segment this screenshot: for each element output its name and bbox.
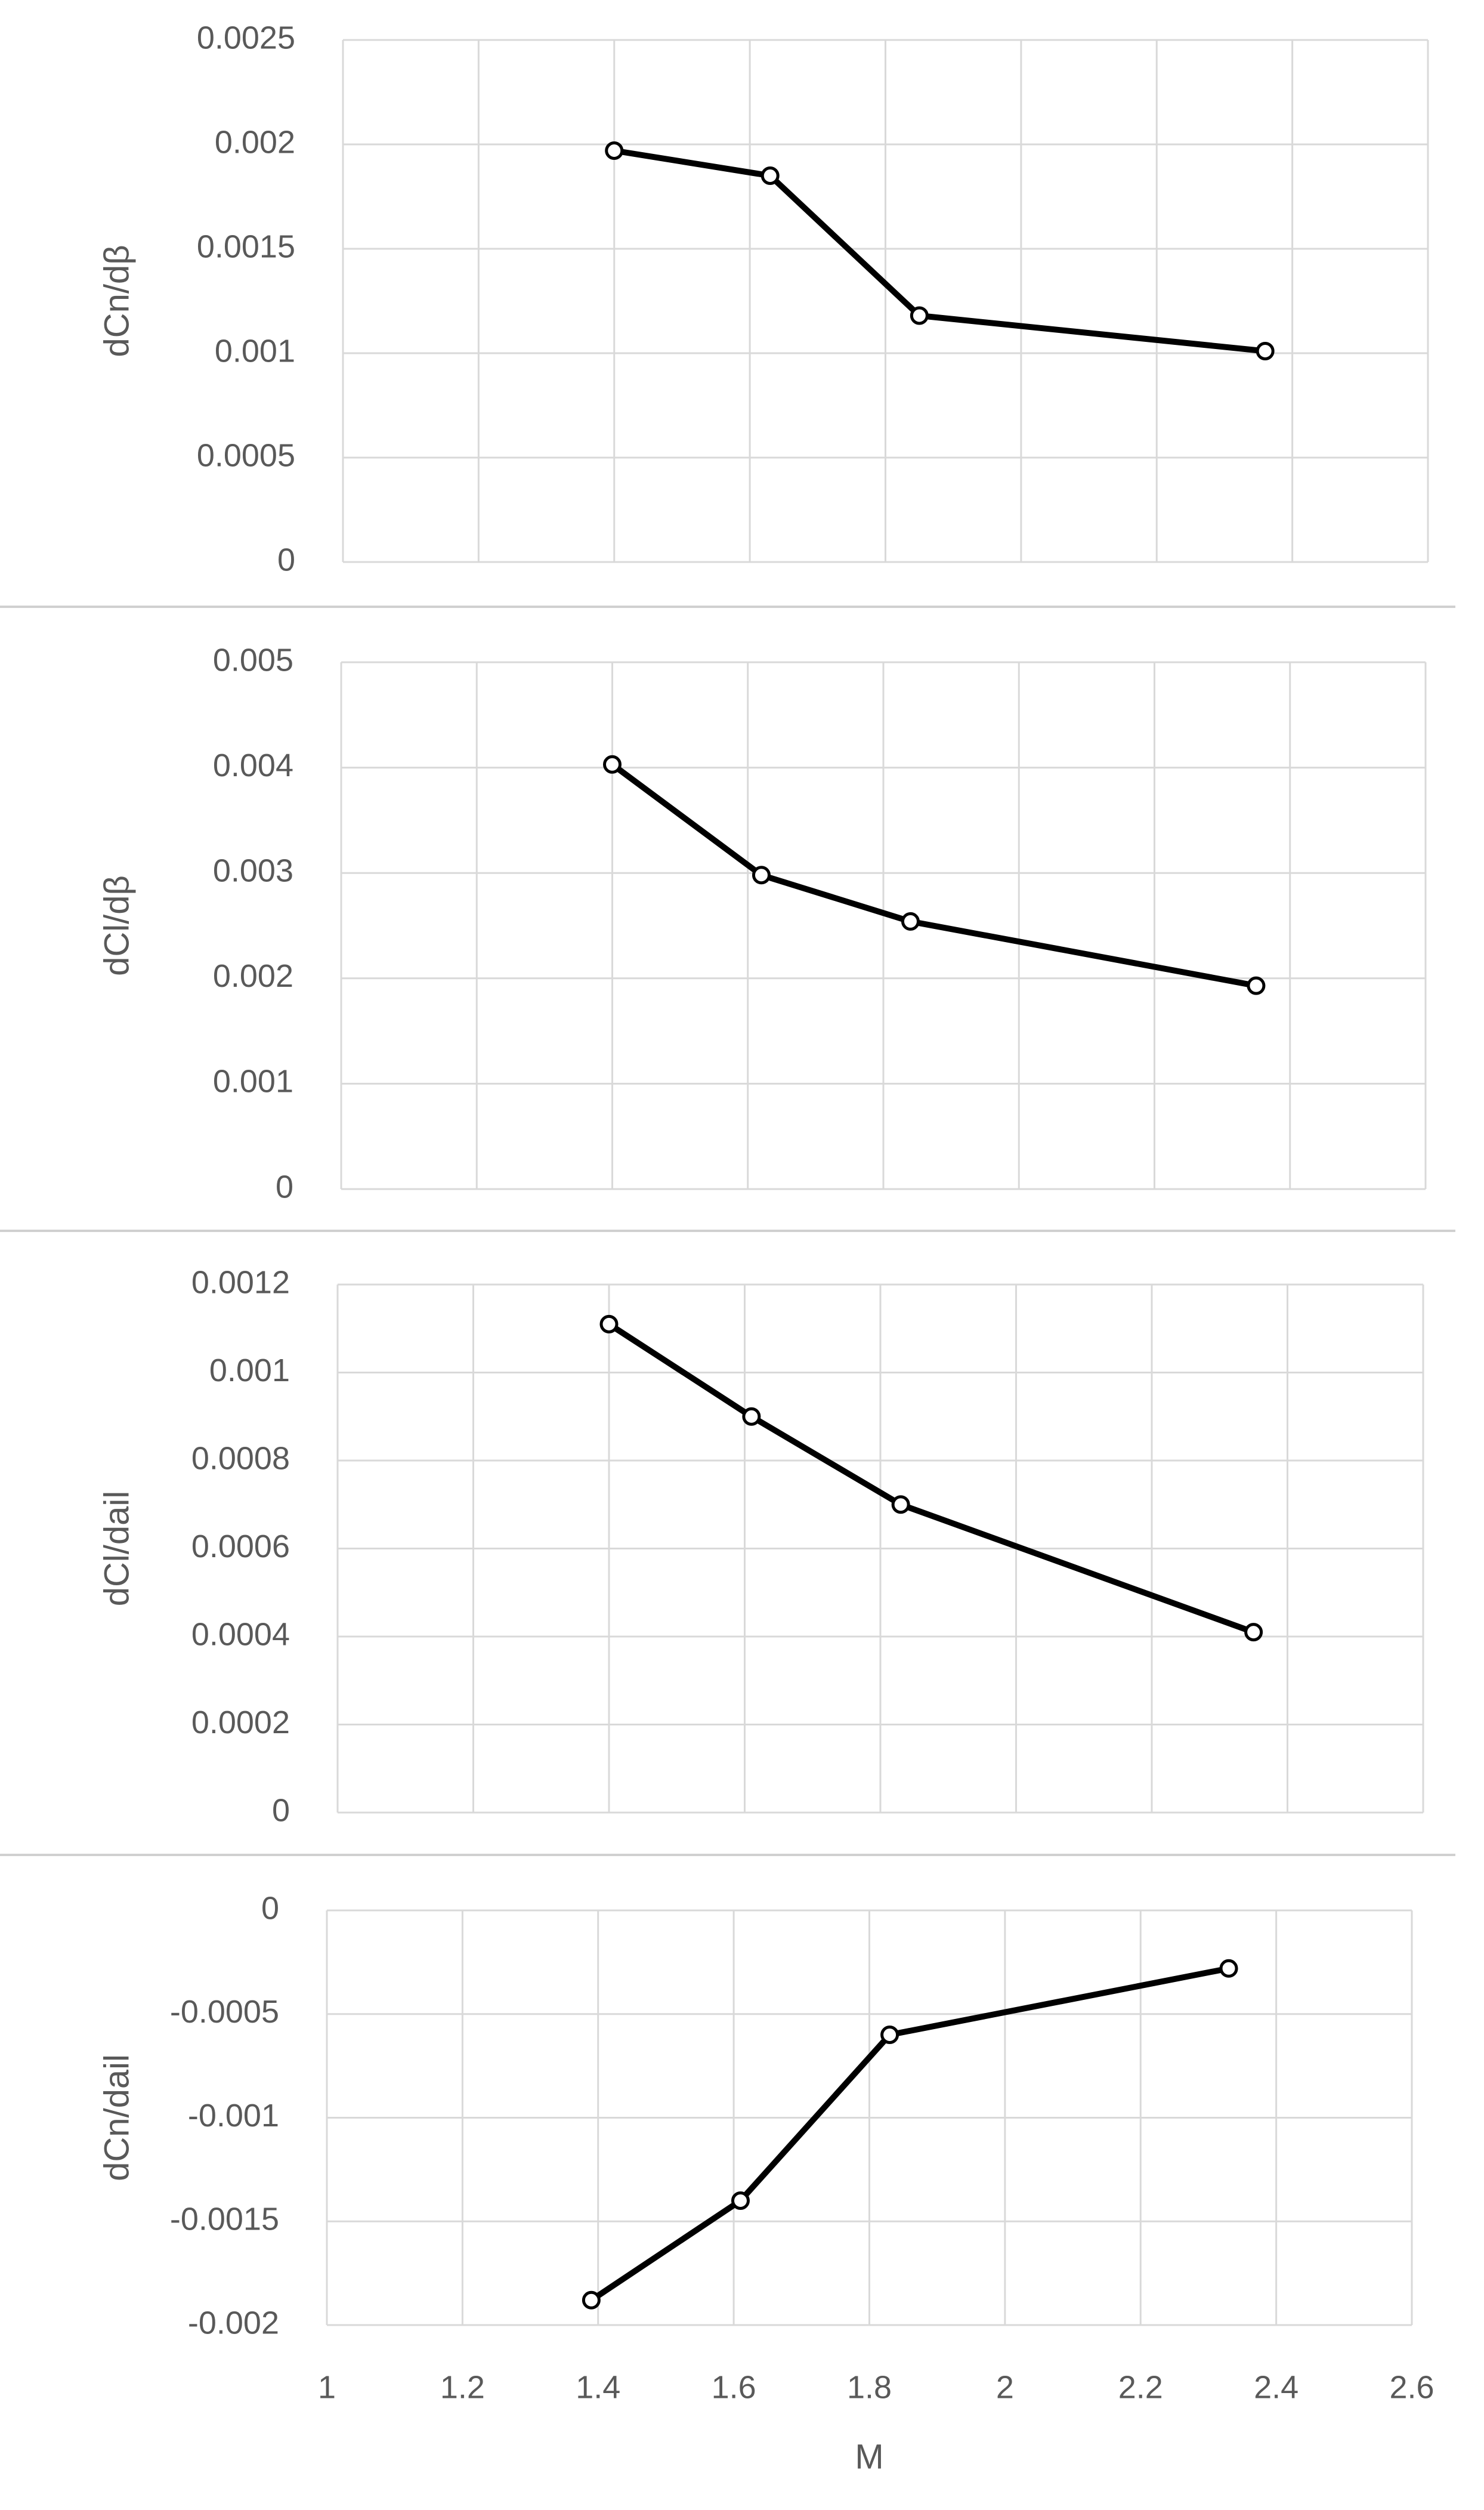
x-tick-label: 2: [996, 2369, 1014, 2405]
data-point: [1256, 342, 1275, 360]
y-tick-label: 0.001: [209, 1353, 290, 1388]
y-tick-label: -0.002: [188, 2305, 279, 2341]
data-point: [582, 2290, 601, 2310]
y-axis-label: dCl/dβ: [97, 875, 136, 976]
y-axis-label: dCn/dβ: [97, 245, 136, 357]
data-line: [589, 1965, 1229, 2303]
data-point: [1244, 1623, 1263, 1642]
y-tick-label: 0.0008: [191, 1440, 290, 1476]
data-point: [910, 306, 929, 325]
y-axis-label: dCl/dail: [97, 1491, 136, 1606]
data-point: [1247, 976, 1266, 995]
y-tick-label: 0.001: [213, 1064, 293, 1100]
y-tick-label: 0.0012: [191, 1264, 290, 1300]
data-point: [901, 912, 920, 931]
x-tick-label: 2.2: [1118, 2369, 1163, 2405]
y-tick-label: 0.002: [213, 958, 293, 994]
y-tick-label: 0: [272, 1792, 290, 1828]
y-tick-label: 0.002: [215, 124, 295, 160]
data-point: [599, 1314, 619, 1333]
data-line: [607, 1322, 1255, 1635]
y-tick-label: -0.0005: [170, 1994, 279, 2030]
y-tick-label: 0.003: [213, 853, 293, 888]
x-tick-label: 1.8: [847, 2369, 892, 2405]
y-tick-label: -0.0015: [170, 2202, 279, 2237]
y-tick-label: 0: [277, 542, 295, 578]
y-tick-label: 0.0005: [197, 437, 295, 473]
x-tick-label: 1.4: [576, 2369, 620, 2405]
data-point: [752, 866, 771, 885]
y-tick-label: 0.005: [213, 642, 293, 678]
data-point: [605, 141, 624, 160]
x-tick-label: 2.4: [1254, 2369, 1298, 2405]
data-point: [880, 2026, 899, 2044]
data-line: [613, 147, 1266, 354]
data-point: [891, 1495, 910, 1514]
y-tick-label: 0.004: [213, 748, 293, 783]
y-tick-label: 0.0002: [191, 1705, 290, 1740]
y-tick-label: 0.001: [215, 333, 295, 369]
data-line: [610, 762, 1257, 989]
data-point: [742, 1407, 761, 1426]
y-tick-label: 0: [276, 1169, 293, 1205]
y-tick-label: 0.0015: [197, 229, 295, 264]
x-tick-label: 1: [318, 2369, 336, 2405]
x-tick-label: 1.6: [712, 2369, 756, 2405]
x-tick-label: 2.6: [1389, 2369, 1434, 2405]
y-axis-label: dCn/dail: [97, 2054, 136, 2181]
data-point: [1219, 1959, 1238, 1978]
y-tick-label: 0: [261, 1890, 279, 1926]
data-point: [760, 166, 780, 185]
y-tick-label: 0.0025: [197, 20, 295, 55]
x-axis-label: M: [855, 2437, 883, 2476]
data-point: [603, 755, 622, 774]
data-point: [731, 2191, 750, 2210]
x-tick-label: 1.2: [440, 2369, 485, 2405]
y-tick-label: -0.001: [188, 2098, 279, 2134]
y-tick-label: 0.0004: [191, 1616, 290, 1652]
y-tick-label: 0.0006: [191, 1529, 290, 1564]
